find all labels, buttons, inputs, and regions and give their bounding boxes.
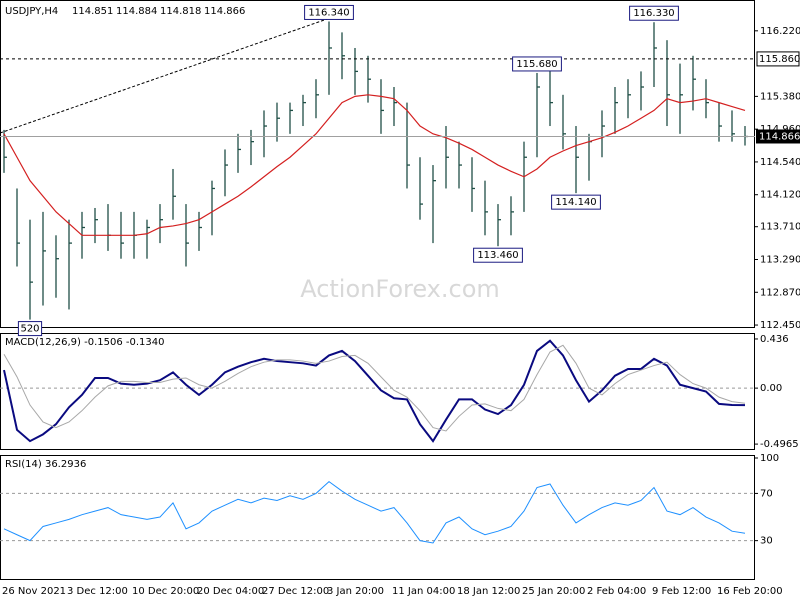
x-tick-label: 20 Dec 04:00 <box>197 586 264 597</box>
x-tick-label: 2 Feb 04:00 <box>587 586 646 597</box>
x-tick-label: 3 Dec 12:00 <box>67 586 128 597</box>
x-tick-label: 9 Feb 12:00 <box>652 586 711 597</box>
header-value: 114.851 <box>72 6 113 17</box>
panel-title: RSI(14) 36.2936 <box>5 459 86 470</box>
current-price-label: 114.866 <box>759 131 800 142</box>
y-tick-label: 116.220 <box>760 26 800 37</box>
rsi-line <box>3 480 746 544</box>
annotation: 113.460 <box>477 250 518 261</box>
moving-average <box>3 94 746 236</box>
annotation: 116.340 <box>308 7 349 18</box>
y-tick-label: 70 <box>760 488 773 499</box>
annotation: 520 <box>20 324 39 335</box>
y-tick-label: 115.380 <box>760 91 800 102</box>
header-value: 114.818 <box>160 6 201 17</box>
current-price-box <box>756 129 800 144</box>
panel-title: MACD(12,26,9) -0.1506 -0.1340 <box>5 337 165 348</box>
trend-line <box>0 17 331 134</box>
annotation-box <box>512 56 562 72</box>
y-tick-label: 100 <box>760 453 779 464</box>
annotation-box <box>551 194 601 210</box>
annotation: 115.680 <box>516 59 557 70</box>
signal-line <box>3 344 746 432</box>
y-tick-label: 113.710 <box>760 222 800 233</box>
x-tick-label: 26 Nov 2021 <box>2 586 66 597</box>
annotation: 114.140 <box>555 197 596 208</box>
y-tick-label: 0.00 <box>760 383 782 394</box>
y-tick-label: 114.540 <box>760 157 800 168</box>
annotation-box <box>629 5 679 21</box>
x-tick-label: 27 Dec 12:00 <box>262 586 329 597</box>
y-tick-label: -0.4965 <box>760 439 799 450</box>
y-tick-label: 112.870 <box>760 287 800 298</box>
y-tick-label: 112.450 <box>760 320 800 331</box>
x-tick-label: 16 Feb 20:00 <box>717 586 783 597</box>
level-label-box <box>756 51 800 67</box>
macd-panel <box>0 333 755 450</box>
x-tick-label: 3 Jan 20:00 <box>327 586 384 597</box>
x-tick-label: 10 Dec 20:00 <box>132 586 199 597</box>
x-tick-label: 25 Jan 20:00 <box>522 586 585 597</box>
header-value: 114.884 <box>116 6 157 17</box>
x-tick-label: 11 Jan 04:00 <box>392 586 455 597</box>
annotation-box <box>304 4 354 20</box>
watermark: ActionForex.com <box>300 275 500 303</box>
main-panel <box>0 0 755 328</box>
annotation-box <box>473 247 523 263</box>
y-tick-label: 0.436 <box>760 334 789 345</box>
macd-line <box>3 339 746 443</box>
header-value: 114.866 <box>204 6 245 17</box>
y-tick-label: 30 <box>760 536 773 547</box>
annotation: 116.330 <box>633 8 674 19</box>
rsi-panel <box>0 455 755 580</box>
y-tick-label: 114.120 <box>760 190 800 201</box>
y-tick-label: 113.290 <box>760 254 800 265</box>
x-tick-label: 18 Jan 12:00 <box>457 586 520 597</box>
annotation-box <box>17 321 43 337</box>
level-label: 115.860 <box>759 54 800 65</box>
chart-header: USDJPY,H4 <box>5 6 58 17</box>
